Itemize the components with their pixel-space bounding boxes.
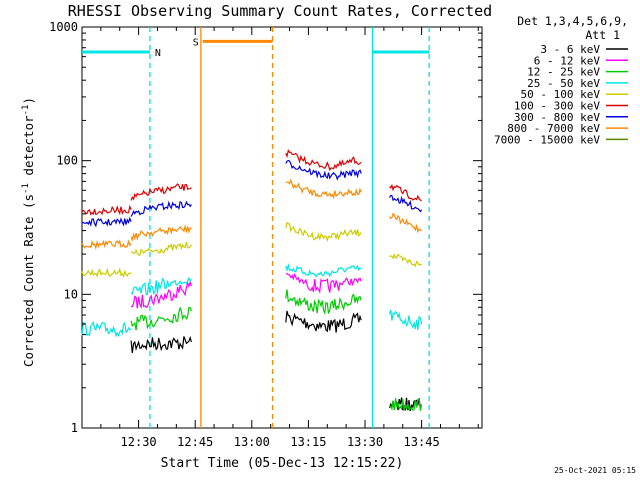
series-25-50keV-segment-0 bbox=[81, 320, 132, 338]
series-25-50keV-segment-2 bbox=[285, 262, 362, 278]
y-label-part-2: detector bbox=[21, 115, 36, 183]
series-800-7000keV-segment-3 bbox=[389, 212, 422, 234]
render-timestamp: 25-Oct-2021 05:15 bbox=[554, 466, 636, 475]
legend-header-1: Det 1,3,4,5,6,9, bbox=[517, 14, 628, 28]
series-50-100keV-segment-3 bbox=[389, 252, 422, 268]
y-label-part-3: ) bbox=[21, 97, 36, 105]
y-tick-label-1000: 1000 bbox=[49, 20, 78, 34]
legend-label-50-100keV: 50 - 100 keV bbox=[521, 88, 601, 101]
series-6-12keV-segment-1 bbox=[285, 272, 362, 294]
legend-label-6-12keV: 6 - 12 keV bbox=[534, 54, 601, 67]
legend-label-800-7000keV: 800 - 7000 keV bbox=[507, 122, 600, 135]
y-label-part-1: Corrected Count Rate (s bbox=[21, 194, 36, 367]
x-axis-label: Start Time (05-Dec-13 12:15:22) bbox=[161, 456, 404, 471]
series-300-800keV-segment-3 bbox=[388, 194, 423, 213]
legend-label-7000-15000keV: 7000 - 15000 keV bbox=[494, 133, 600, 146]
x-tick-label-13:45: 13:45 bbox=[404, 435, 440, 449]
series-50-100keV-segment-1 bbox=[131, 242, 192, 256]
series-6-12keV-segment-0 bbox=[131, 279, 192, 310]
legend-label-3-6keV: 3 - 6 keV bbox=[540, 43, 600, 56]
series-12-25keV-segment-2 bbox=[389, 398, 423, 412]
plot-frame bbox=[81, 26, 483, 429]
x-tick-label-13:30: 13:30 bbox=[347, 435, 383, 449]
chart-title: RHESSI Observing Summary Count Rates, Co… bbox=[68, 2, 492, 20]
y-label-sup-2: -1 bbox=[21, 105, 31, 116]
legend-label-12-25keV: 12 - 25 keV bbox=[527, 66, 600, 79]
x-tick-label-13:15: 13:15 bbox=[290, 435, 326, 449]
series-800-7000keV-segment-2 bbox=[285, 178, 362, 200]
series-800-7000keV-segment-0 bbox=[81, 239, 132, 251]
axes: 12:30 12:45 13:00 13:15 13:30 13:45 1 10 100 1000 bbox=[49, 20, 482, 449]
series-3-6keV-segment-0 bbox=[130, 335, 192, 353]
series-12-25keV-segment-1 bbox=[285, 289, 362, 316]
series-12-25keV-segment-0 bbox=[130, 306, 192, 331]
series-50-100keV-segment-0 bbox=[81, 267, 132, 278]
series-25-50keV-segment-1 bbox=[130, 276, 192, 296]
x-tick-label-12:45: 12:45 bbox=[177, 435, 213, 449]
annotation-label-S: S bbox=[193, 37, 199, 48]
plot-marks: NS bbox=[81, 27, 430, 428]
annotation-label-N: N bbox=[155, 48, 161, 59]
y-axis-label: Corrected Count Rate (s-1 detector-1) bbox=[21, 97, 36, 367]
series-100-300keV-segment-1 bbox=[130, 183, 192, 201]
series-300-800keV-segment-0 bbox=[81, 216, 132, 228]
series-25-50keV-segment-3 bbox=[388, 309, 423, 331]
legend-label-300-800keV: 300 - 800 keV bbox=[514, 111, 600, 124]
series-300-800keV-segment-2 bbox=[285, 159, 362, 181]
series-300-800keV-segment-1 bbox=[130, 200, 192, 217]
y-tick-label-100: 100 bbox=[56, 154, 78, 168]
y-label-sup-1: -1 bbox=[21, 183, 31, 194]
series-3-6keV-segment-1 bbox=[285, 310, 362, 333]
y-tick-label-1: 1 bbox=[71, 421, 78, 435]
x-tick-label-13:00: 13:00 bbox=[234, 435, 270, 449]
x-tick-label-12:30: 12:30 bbox=[121, 435, 157, 449]
series-800-7000keV-segment-1 bbox=[130, 224, 192, 242]
legend-header-2: Att 1 bbox=[585, 28, 620, 42]
legend-label-25-50keV: 25 - 50 keV bbox=[527, 77, 600, 90]
series-50-100keV-segment-2 bbox=[285, 221, 362, 242]
series-100-300keV-segment-2 bbox=[285, 148, 362, 172]
y-tick-label-10: 10 bbox=[64, 287, 78, 301]
series-100-300keV-segment-3 bbox=[389, 183, 422, 202]
legend-label-100-300keV: 100 - 300 keV bbox=[514, 100, 600, 113]
series-100-300keV-segment-0 bbox=[81, 204, 132, 216]
